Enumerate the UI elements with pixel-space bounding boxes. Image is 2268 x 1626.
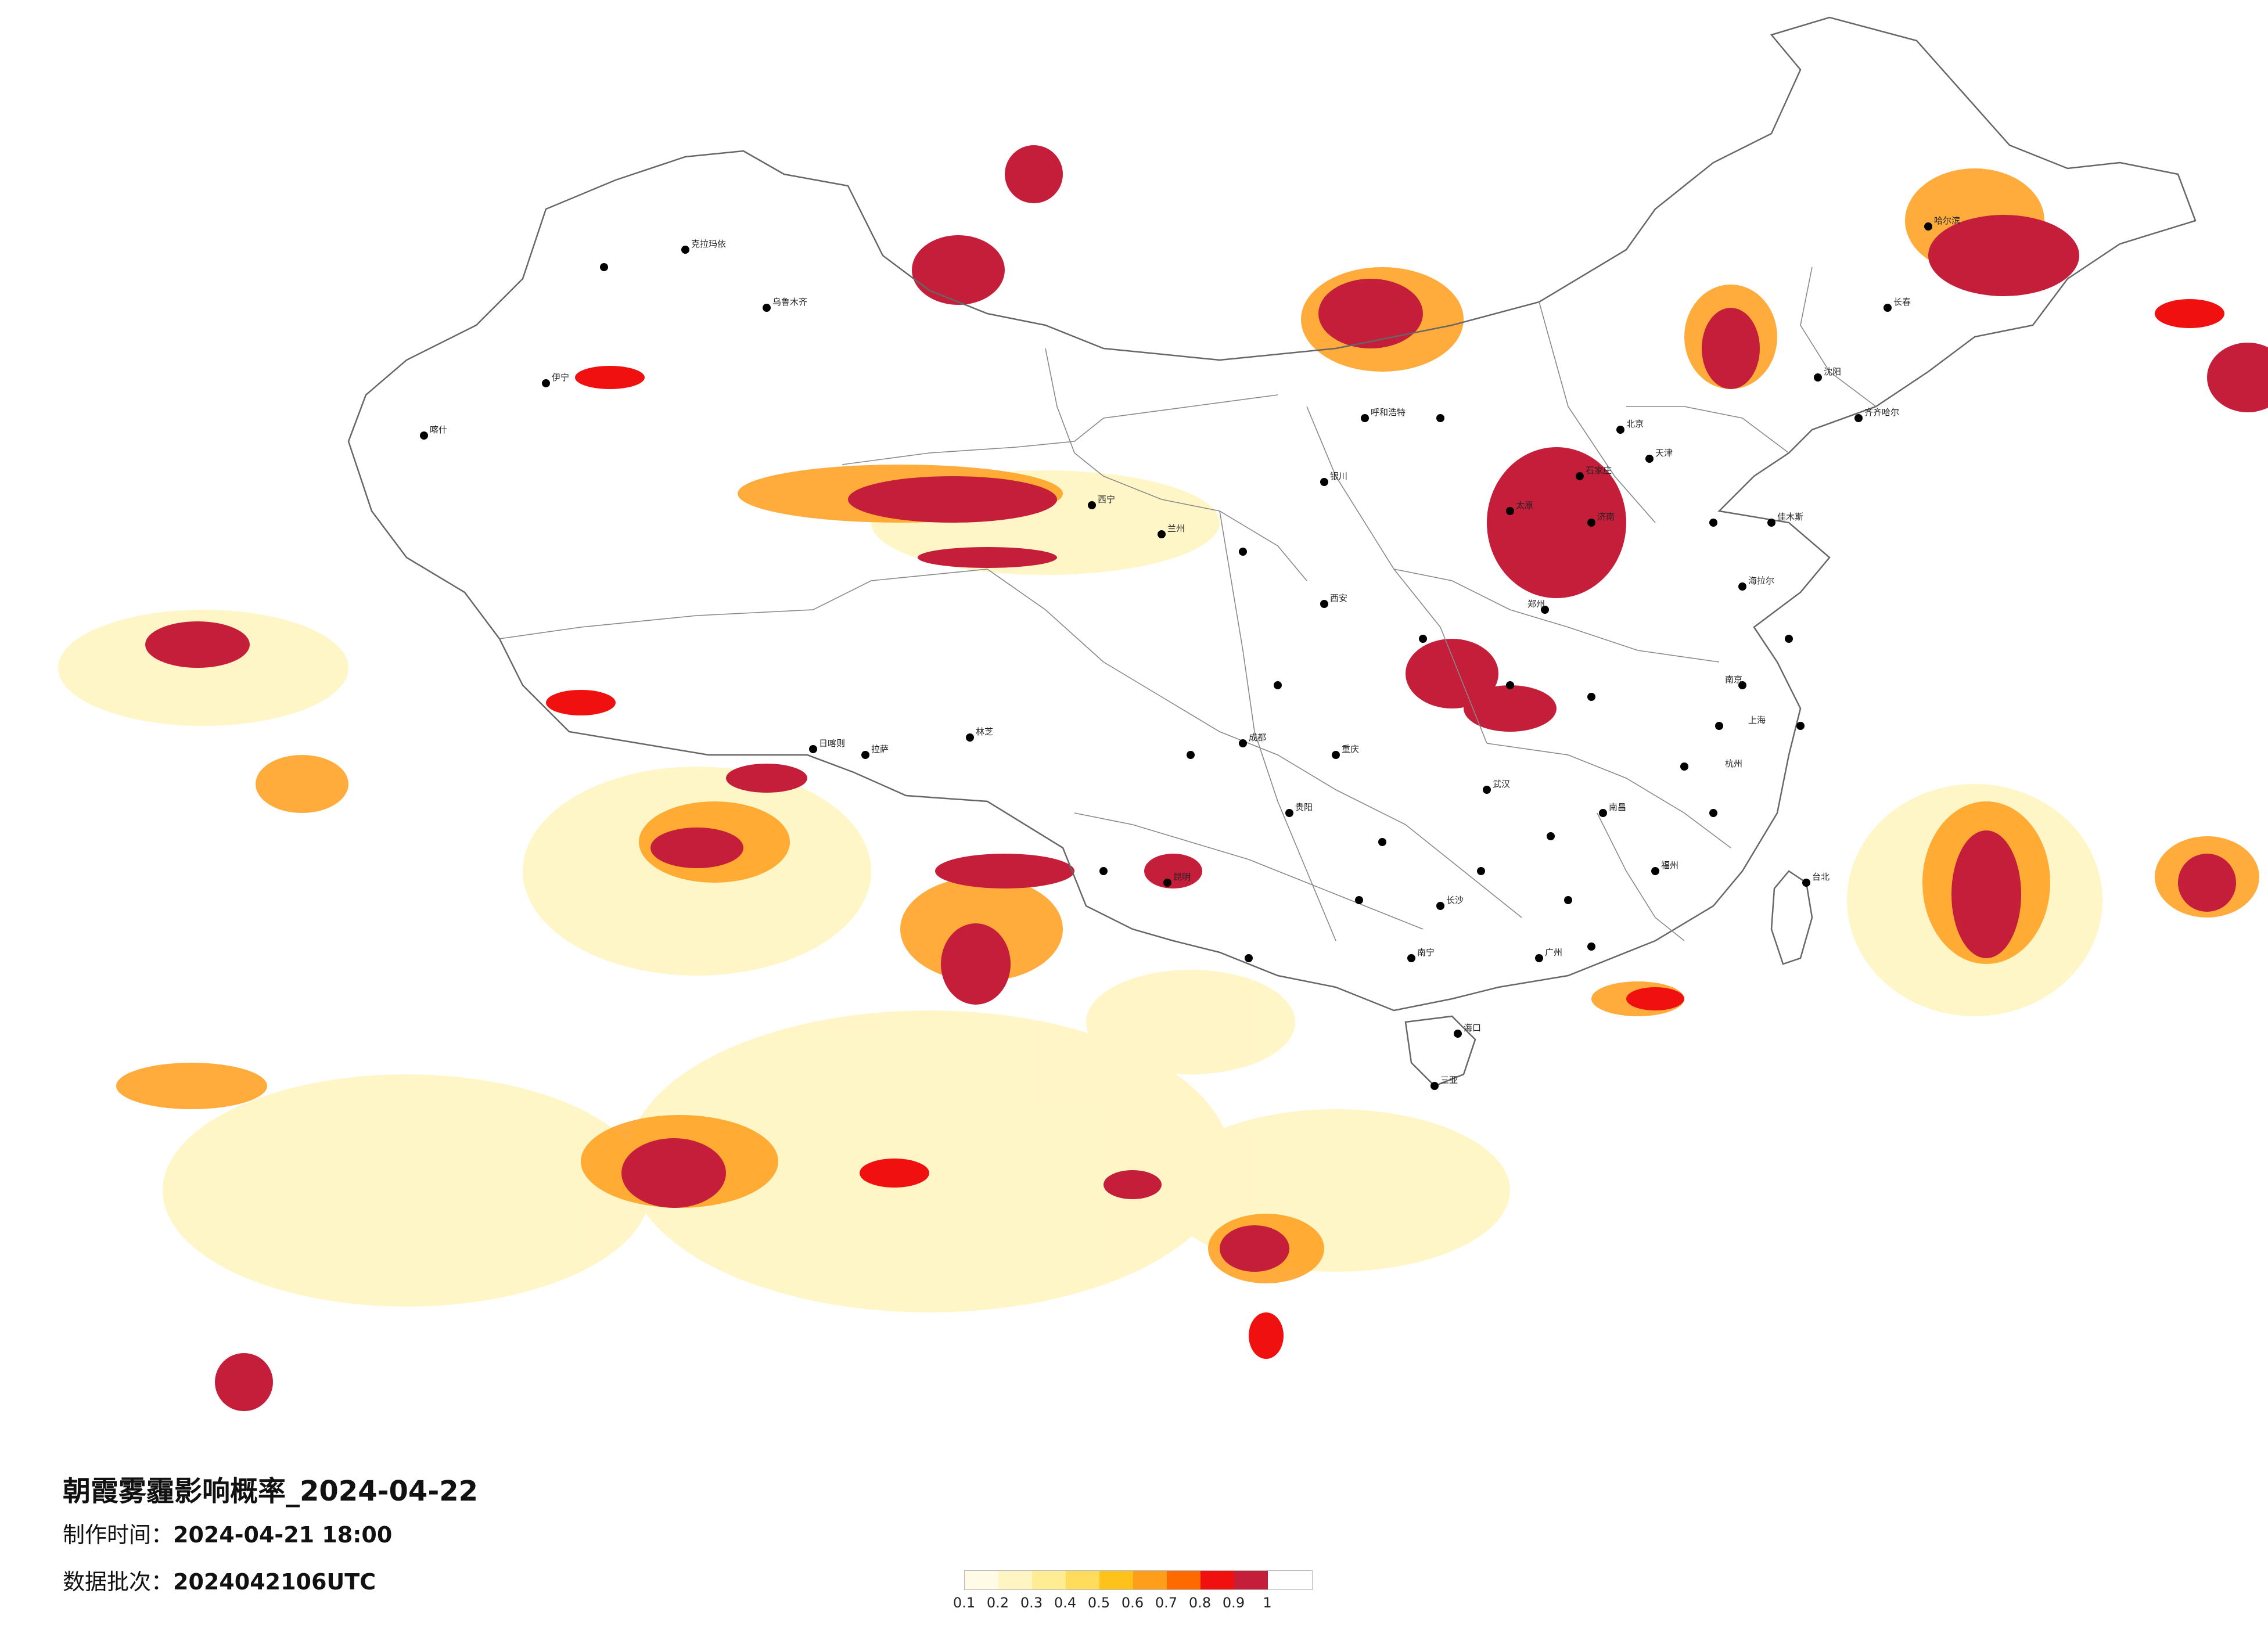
legend-ticks: 0.1 0.2 0.3 0.4 0.5 0.6 0.7 0.8 0.9 1	[953, 1590, 1313, 1613]
city-label: 北京	[1626, 419, 1644, 429]
made-time-label: 制作时间：	[63, 1522, 174, 1548]
city-label: 海拉尔	[1748, 575, 1774, 586]
taiwan-island	[1770, 870, 1813, 965]
city-dots	[420, 222, 1932, 1090]
legend-tick-label: 0.4	[1054, 1595, 1077, 1611]
city-label: 郑州	[1527, 599, 1545, 609]
batch-label: 数据批次：	[63, 1569, 174, 1595]
city-label: 日喀则	[819, 738, 845, 749]
legend-swatch	[1099, 1571, 1133, 1589]
probability-field	[58, 145, 2268, 1411]
city-label: 佳木斯	[1777, 512, 1803, 522]
made-time-value: 2024-04-21 18:00	[173, 1522, 393, 1548]
legend-tick-label: 1	[1263, 1595, 1272, 1611]
city-label: 南京	[1725, 674, 1742, 685]
probability-legend: 0.1 0.2 0.3 0.4 0.5 0.6 0.7 0.8 0.9 1	[953, 1570, 1313, 1613]
city-label: 天津	[1655, 448, 1673, 458]
city-label: 三亚	[1440, 1075, 1458, 1085]
legend-tick-label: 0.7	[1155, 1595, 1178, 1611]
city-label: 贵阳	[1295, 802, 1313, 812]
legend-swatch	[1066, 1571, 1099, 1589]
legend-swatch	[1032, 1571, 1066, 1589]
city-label: 伊宁	[552, 372, 569, 383]
city-label: 福州	[1661, 860, 1678, 870]
city-label: 南宁	[1417, 947, 1435, 958]
city-label: 太原	[1516, 500, 1533, 510]
city-label: 哈尔滨	[1934, 215, 1960, 226]
city-label: 济南	[1597, 512, 1615, 522]
legend-tick-label: 0.9	[1222, 1595, 1245, 1611]
legend-colorbar	[964, 1570, 1313, 1590]
made-time-row: 制作时间：2024-04-21 18:00	[63, 1517, 392, 1549]
city-label: 台北	[1812, 872, 1830, 882]
legend-tick-label: 0.2	[986, 1595, 1009, 1611]
batch-value: 2024042106UTC	[173, 1569, 376, 1595]
city-label: 齐齐哈尔	[1864, 407, 1899, 418]
city-label: 昆明	[1173, 872, 1191, 882]
legend-tick-label: 0.8	[1188, 1595, 1212, 1611]
city-label: 长沙	[1446, 895, 1464, 905]
city-label: 广州	[1545, 947, 1562, 958]
map-title: 朝霞雾霾影响概率_2024-04-22	[63, 1475, 479, 1508]
city-labels: 哈尔滨 长春 沈阳 北京 天津 石家庄 太原 郑州 济南 南京 上海 杭州 武汉…	[430, 215, 1960, 1085]
batch-row: 数据批次：2024042106UTC	[63, 1564, 376, 1596]
city-label: 兰州	[1167, 523, 1185, 534]
city-label: 呼和浩特	[1371, 407, 1406, 418]
city-label: 沈阳	[1824, 366, 1841, 377]
legend-swatch	[1234, 1571, 1268, 1589]
city-label: 上海	[1748, 715, 1766, 725]
legend-swatch	[1201, 1571, 1234, 1589]
city-label: 长春	[1893, 297, 1911, 307]
city-label: 乌鲁木齐	[772, 297, 807, 307]
city-label: 银川	[1330, 471, 1347, 481]
city-label: 西宁	[1098, 494, 1115, 505]
legend-tick-label: 0.1	[953, 1595, 976, 1611]
legend-tick-label: 0.5	[1087, 1595, 1110, 1611]
city-label: 重庆	[1342, 744, 1359, 754]
legend-tick-label: 0.6	[1121, 1595, 1144, 1611]
province-borders	[499, 267, 1877, 941]
city-label: 喀什	[430, 425, 447, 435]
city-label: 南昌	[1609, 802, 1626, 812]
city-label: 杭州	[1725, 758, 1742, 769]
legend-tick-label: 0.3	[1020, 1595, 1043, 1611]
legend-swatch	[965, 1571, 998, 1589]
legend-swatch	[1133, 1571, 1167, 1589]
city-label: 克拉玛依	[691, 239, 726, 249]
city-label: 林芝	[976, 726, 993, 737]
legend-swatch	[998, 1571, 1032, 1589]
city-label: 拉萨	[871, 744, 889, 754]
hainan-island	[1404, 1015, 1476, 1087]
city-label: 成都	[1249, 732, 1266, 743]
city-label: 武汉	[1493, 779, 1510, 789]
legend-swatch	[1167, 1571, 1201, 1589]
city-label: 石家庄	[1586, 465, 1612, 476]
city-label: 西安	[1330, 593, 1347, 603]
city-label: 海口	[1464, 1023, 1481, 1033]
china-outline	[347, 16, 2197, 1012]
